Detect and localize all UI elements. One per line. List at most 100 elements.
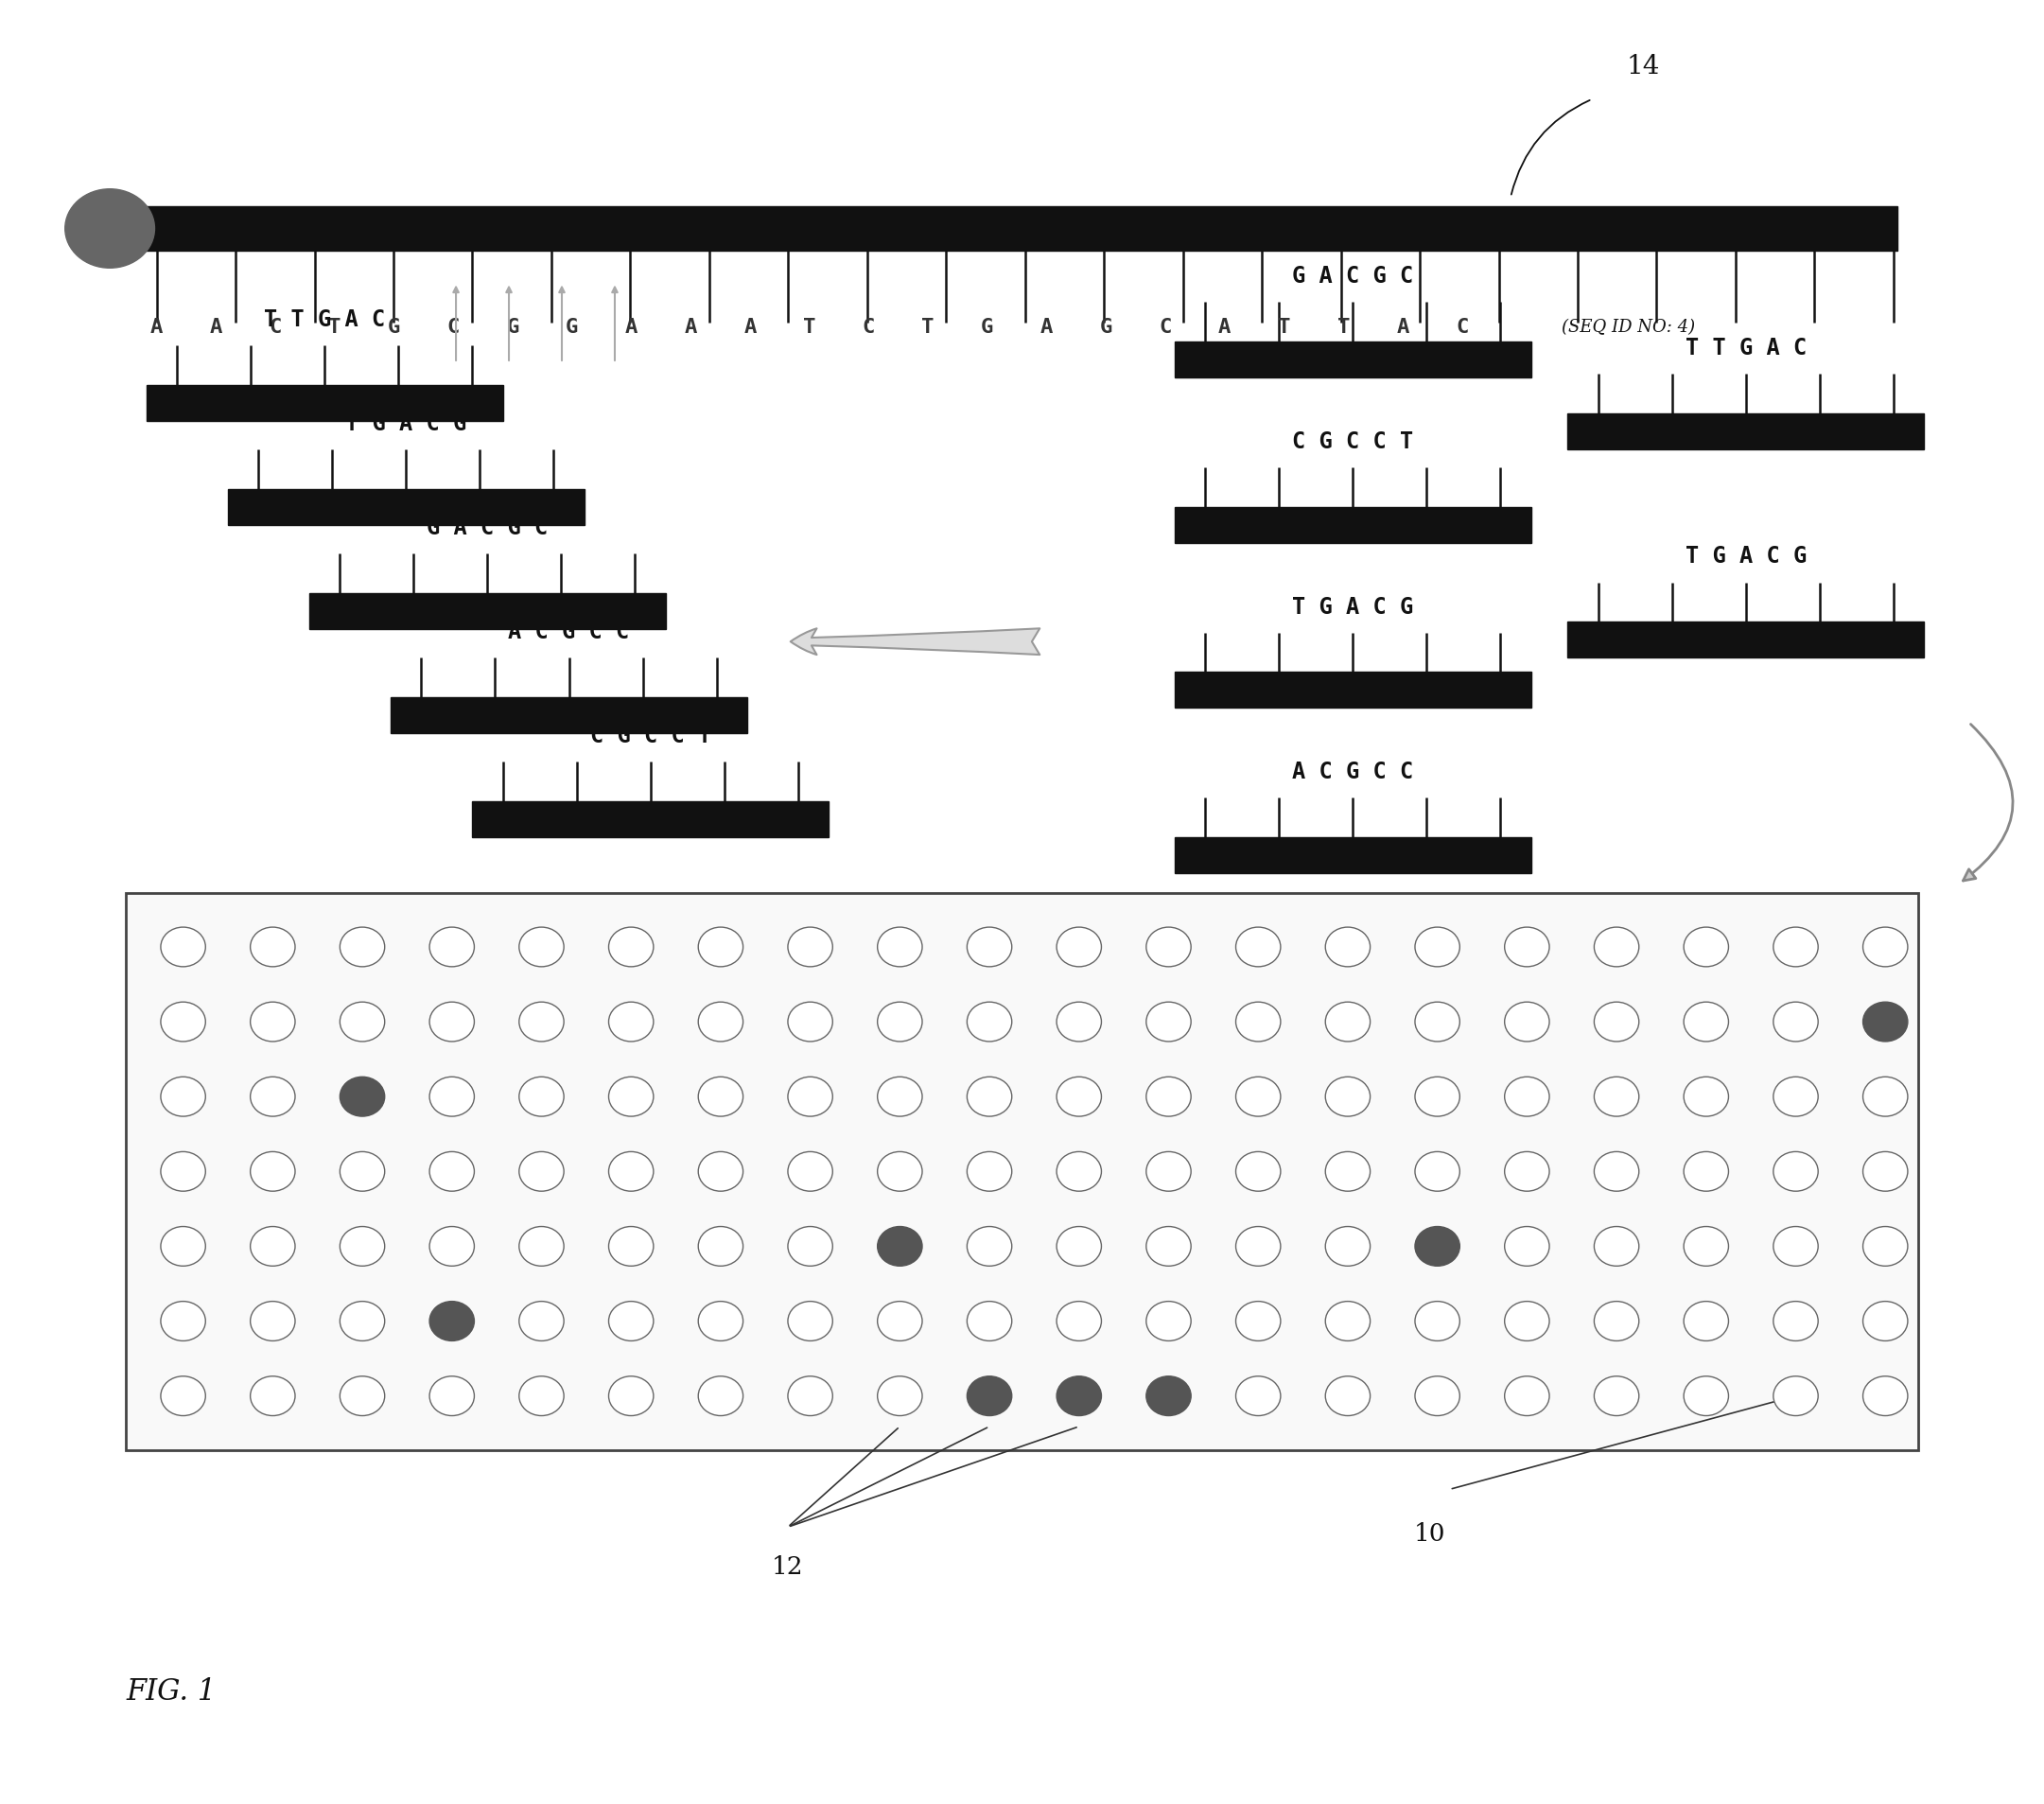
Circle shape <box>1774 1001 1817 1041</box>
Bar <box>1568 413 1923 449</box>
Text: C: C <box>1455 318 1468 337</box>
Text: A C G C C: A C G C C <box>509 621 630 644</box>
Text: A: A <box>625 318 638 337</box>
Circle shape <box>1774 927 1817 967</box>
Circle shape <box>787 1001 832 1041</box>
Circle shape <box>1504 1001 1549 1041</box>
Circle shape <box>1414 1301 1459 1340</box>
Circle shape <box>1684 1301 1729 1340</box>
Circle shape <box>1325 1227 1369 1266</box>
Text: A: A <box>1396 318 1408 337</box>
Circle shape <box>339 1077 384 1117</box>
Bar <box>127 893 1917 1450</box>
Circle shape <box>1325 1077 1369 1117</box>
Circle shape <box>519 1301 564 1340</box>
Circle shape <box>1862 1301 1907 1340</box>
Circle shape <box>429 1151 474 1191</box>
Text: A C G C C: A C G C C <box>1292 761 1414 783</box>
Bar <box>1568 622 1923 658</box>
Circle shape <box>1414 1001 1459 1041</box>
Circle shape <box>699 1227 744 1266</box>
Circle shape <box>1325 927 1369 967</box>
Circle shape <box>1684 1227 1729 1266</box>
Text: A: A <box>685 318 697 337</box>
Circle shape <box>1057 927 1102 967</box>
Circle shape <box>1325 1301 1369 1340</box>
Text: (SEQ ID NO: 4): (SEQ ID NO: 4) <box>1562 319 1694 336</box>
Text: FIG. 1: FIG. 1 <box>127 1678 217 1707</box>
Text: G: G <box>981 318 993 337</box>
FancyArrowPatch shape <box>1962 723 2013 880</box>
Circle shape <box>339 1151 384 1191</box>
Circle shape <box>1147 1376 1192 1416</box>
Bar <box>1175 507 1531 543</box>
Circle shape <box>1147 1227 1192 1266</box>
Text: C: C <box>1159 318 1171 337</box>
Circle shape <box>967 1001 1012 1041</box>
Circle shape <box>1504 927 1549 967</box>
Circle shape <box>161 1001 206 1041</box>
Text: T: T <box>329 318 341 337</box>
Text: G: G <box>507 318 519 337</box>
Circle shape <box>249 1227 294 1266</box>
Circle shape <box>609 1301 654 1340</box>
Circle shape <box>699 1001 744 1041</box>
Circle shape <box>877 1077 922 1117</box>
Text: C: C <box>270 318 282 337</box>
Circle shape <box>65 189 155 269</box>
Circle shape <box>609 1001 654 1041</box>
Circle shape <box>1414 1227 1459 1266</box>
Text: G: G <box>1100 318 1112 337</box>
Circle shape <box>339 1001 384 1041</box>
Text: 14: 14 <box>1627 54 1660 79</box>
Circle shape <box>519 1376 564 1416</box>
Text: A: A <box>1040 318 1053 337</box>
Circle shape <box>967 1151 1012 1191</box>
Text: 12: 12 <box>773 1555 803 1578</box>
Circle shape <box>699 1301 744 1340</box>
Circle shape <box>1504 1227 1549 1266</box>
Circle shape <box>1684 1376 1729 1416</box>
Circle shape <box>1594 1227 1639 1266</box>
Circle shape <box>1414 1376 1459 1416</box>
Circle shape <box>1774 1151 1817 1191</box>
Circle shape <box>1862 1001 1907 1041</box>
Circle shape <box>161 1301 206 1340</box>
Circle shape <box>1862 1376 1907 1416</box>
Text: T: T <box>922 318 934 337</box>
Text: G: G <box>566 318 578 337</box>
Circle shape <box>429 1001 474 1041</box>
Text: G A C G C: G A C G C <box>427 516 548 539</box>
Circle shape <box>787 927 832 967</box>
Text: C G C C T: C G C C T <box>1292 431 1414 453</box>
Circle shape <box>429 1376 474 1416</box>
Circle shape <box>877 1151 922 1191</box>
Circle shape <box>1504 1301 1549 1340</box>
Text: T G A C G: T G A C G <box>345 413 466 435</box>
Circle shape <box>429 1227 474 1266</box>
Text: T T G A C: T T G A C <box>1684 337 1807 359</box>
Text: C: C <box>448 318 460 337</box>
Circle shape <box>1684 1077 1729 1117</box>
Circle shape <box>161 1227 206 1266</box>
Text: T: T <box>1278 318 1290 337</box>
Circle shape <box>1594 1077 1639 1117</box>
Circle shape <box>1862 927 1907 967</box>
Circle shape <box>787 1077 832 1117</box>
Circle shape <box>249 1151 294 1191</box>
Bar <box>1175 837 1531 873</box>
Bar <box>472 801 828 837</box>
Circle shape <box>519 927 564 967</box>
Circle shape <box>609 1376 654 1416</box>
Circle shape <box>877 1376 922 1416</box>
Circle shape <box>1504 1376 1549 1416</box>
Circle shape <box>1325 1151 1369 1191</box>
Text: T T G A C: T T G A C <box>264 308 384 330</box>
Circle shape <box>1057 1077 1102 1117</box>
Circle shape <box>967 1227 1012 1266</box>
Circle shape <box>161 1077 206 1117</box>
Circle shape <box>1774 1077 1817 1117</box>
Text: A: A <box>151 318 164 337</box>
Circle shape <box>699 1376 744 1416</box>
Circle shape <box>1057 1151 1102 1191</box>
